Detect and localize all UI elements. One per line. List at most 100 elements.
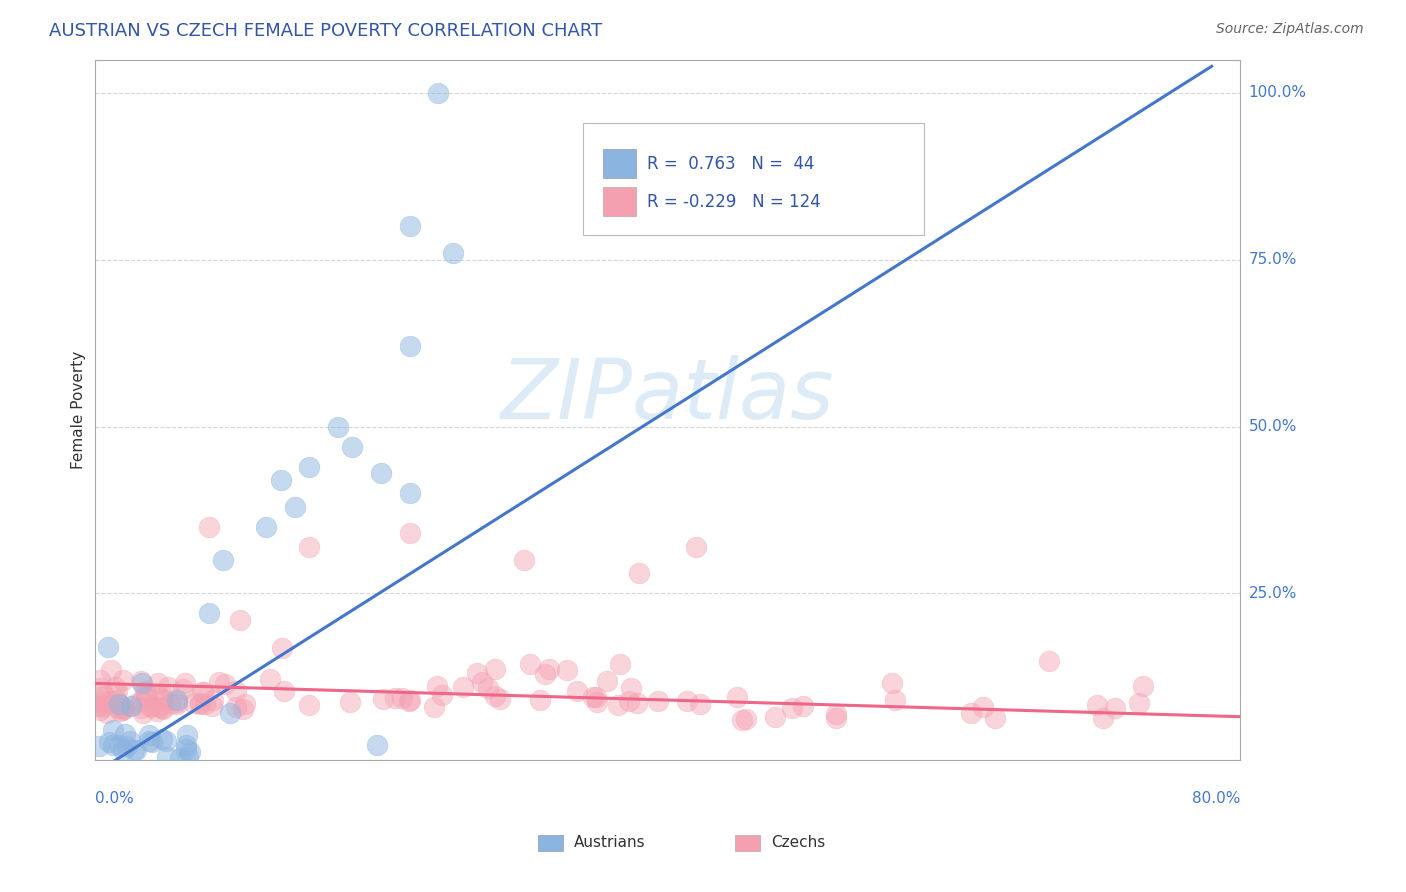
Point xyxy=(219,706,242,721)
Point xyxy=(84,699,107,714)
Point xyxy=(972,700,994,714)
Point xyxy=(960,706,983,720)
Text: 50.0%: 50.0% xyxy=(1249,419,1296,434)
Point xyxy=(208,675,231,690)
Text: 0.0%: 0.0% xyxy=(94,790,134,805)
Point xyxy=(86,694,108,708)
Point xyxy=(298,540,321,554)
Point xyxy=(120,699,142,714)
Point xyxy=(398,526,420,541)
Point xyxy=(735,713,758,727)
Point xyxy=(150,701,173,715)
Point xyxy=(107,701,129,715)
Point xyxy=(131,676,153,690)
Point xyxy=(398,486,420,500)
Point xyxy=(122,743,145,757)
Point xyxy=(90,681,112,695)
Y-axis label: Female Poverty: Female Poverty xyxy=(72,351,86,469)
Text: R =  0.763   N =  44: R = 0.763 N = 44 xyxy=(647,154,814,173)
Point xyxy=(135,686,157,700)
Point xyxy=(427,86,450,100)
Point xyxy=(134,683,156,698)
Point xyxy=(585,695,607,709)
Point xyxy=(398,219,420,234)
Text: ZIPatlas: ZIPatlas xyxy=(501,355,834,436)
Point xyxy=(112,702,135,716)
Point xyxy=(596,674,619,689)
Point xyxy=(138,733,160,747)
Point xyxy=(173,675,195,690)
Point xyxy=(98,694,121,708)
Point xyxy=(339,694,361,708)
Point xyxy=(1038,654,1060,668)
Point xyxy=(108,705,131,719)
Point xyxy=(93,690,115,704)
Point xyxy=(1085,698,1108,713)
Point xyxy=(229,614,252,628)
Point xyxy=(125,697,148,711)
Point xyxy=(399,693,422,707)
Point xyxy=(555,663,578,677)
Point xyxy=(484,690,506,704)
Point xyxy=(129,673,152,688)
Point xyxy=(225,683,247,698)
Point xyxy=(519,657,541,671)
Point xyxy=(105,692,128,706)
Point xyxy=(465,666,488,681)
Point xyxy=(138,728,160,742)
Point xyxy=(150,732,173,747)
Point xyxy=(792,699,814,714)
Point xyxy=(326,419,349,434)
Point xyxy=(398,339,420,353)
Point xyxy=(190,696,212,710)
Point xyxy=(471,675,494,690)
Point xyxy=(477,681,499,695)
Point xyxy=(426,680,449,694)
Point xyxy=(298,459,321,474)
Point xyxy=(114,727,136,741)
Point xyxy=(157,680,180,694)
Point xyxy=(191,685,214,699)
Point xyxy=(101,738,124,752)
Point xyxy=(270,640,292,655)
Point xyxy=(731,713,754,727)
Point xyxy=(172,681,194,696)
Point xyxy=(193,685,215,699)
Point xyxy=(373,692,395,706)
Point xyxy=(342,440,364,454)
Point xyxy=(159,698,181,712)
Point xyxy=(148,700,170,714)
Point xyxy=(606,698,628,712)
Point xyxy=(254,519,277,533)
Point xyxy=(273,684,295,698)
Point xyxy=(169,750,191,764)
Point xyxy=(484,662,506,676)
Point xyxy=(627,566,650,581)
Point xyxy=(782,701,804,715)
Point xyxy=(1128,697,1150,711)
Point xyxy=(108,698,131,713)
Point xyxy=(259,672,281,686)
Point xyxy=(298,698,321,712)
Point xyxy=(132,706,155,720)
Point xyxy=(101,723,124,737)
Point xyxy=(150,688,173,702)
Point xyxy=(513,553,536,567)
Point xyxy=(100,663,122,677)
Point xyxy=(183,697,205,711)
Point xyxy=(111,673,134,687)
Point xyxy=(676,694,699,708)
Point xyxy=(166,693,188,707)
Point xyxy=(166,694,188,708)
Point xyxy=(87,739,110,753)
Point xyxy=(212,553,235,567)
Point xyxy=(225,699,247,714)
Point xyxy=(156,749,179,764)
Point xyxy=(146,688,169,702)
Point xyxy=(129,701,152,715)
Point xyxy=(108,698,131,712)
Point xyxy=(725,690,748,704)
Point xyxy=(441,246,464,260)
Point xyxy=(105,683,128,698)
Point xyxy=(370,467,392,481)
